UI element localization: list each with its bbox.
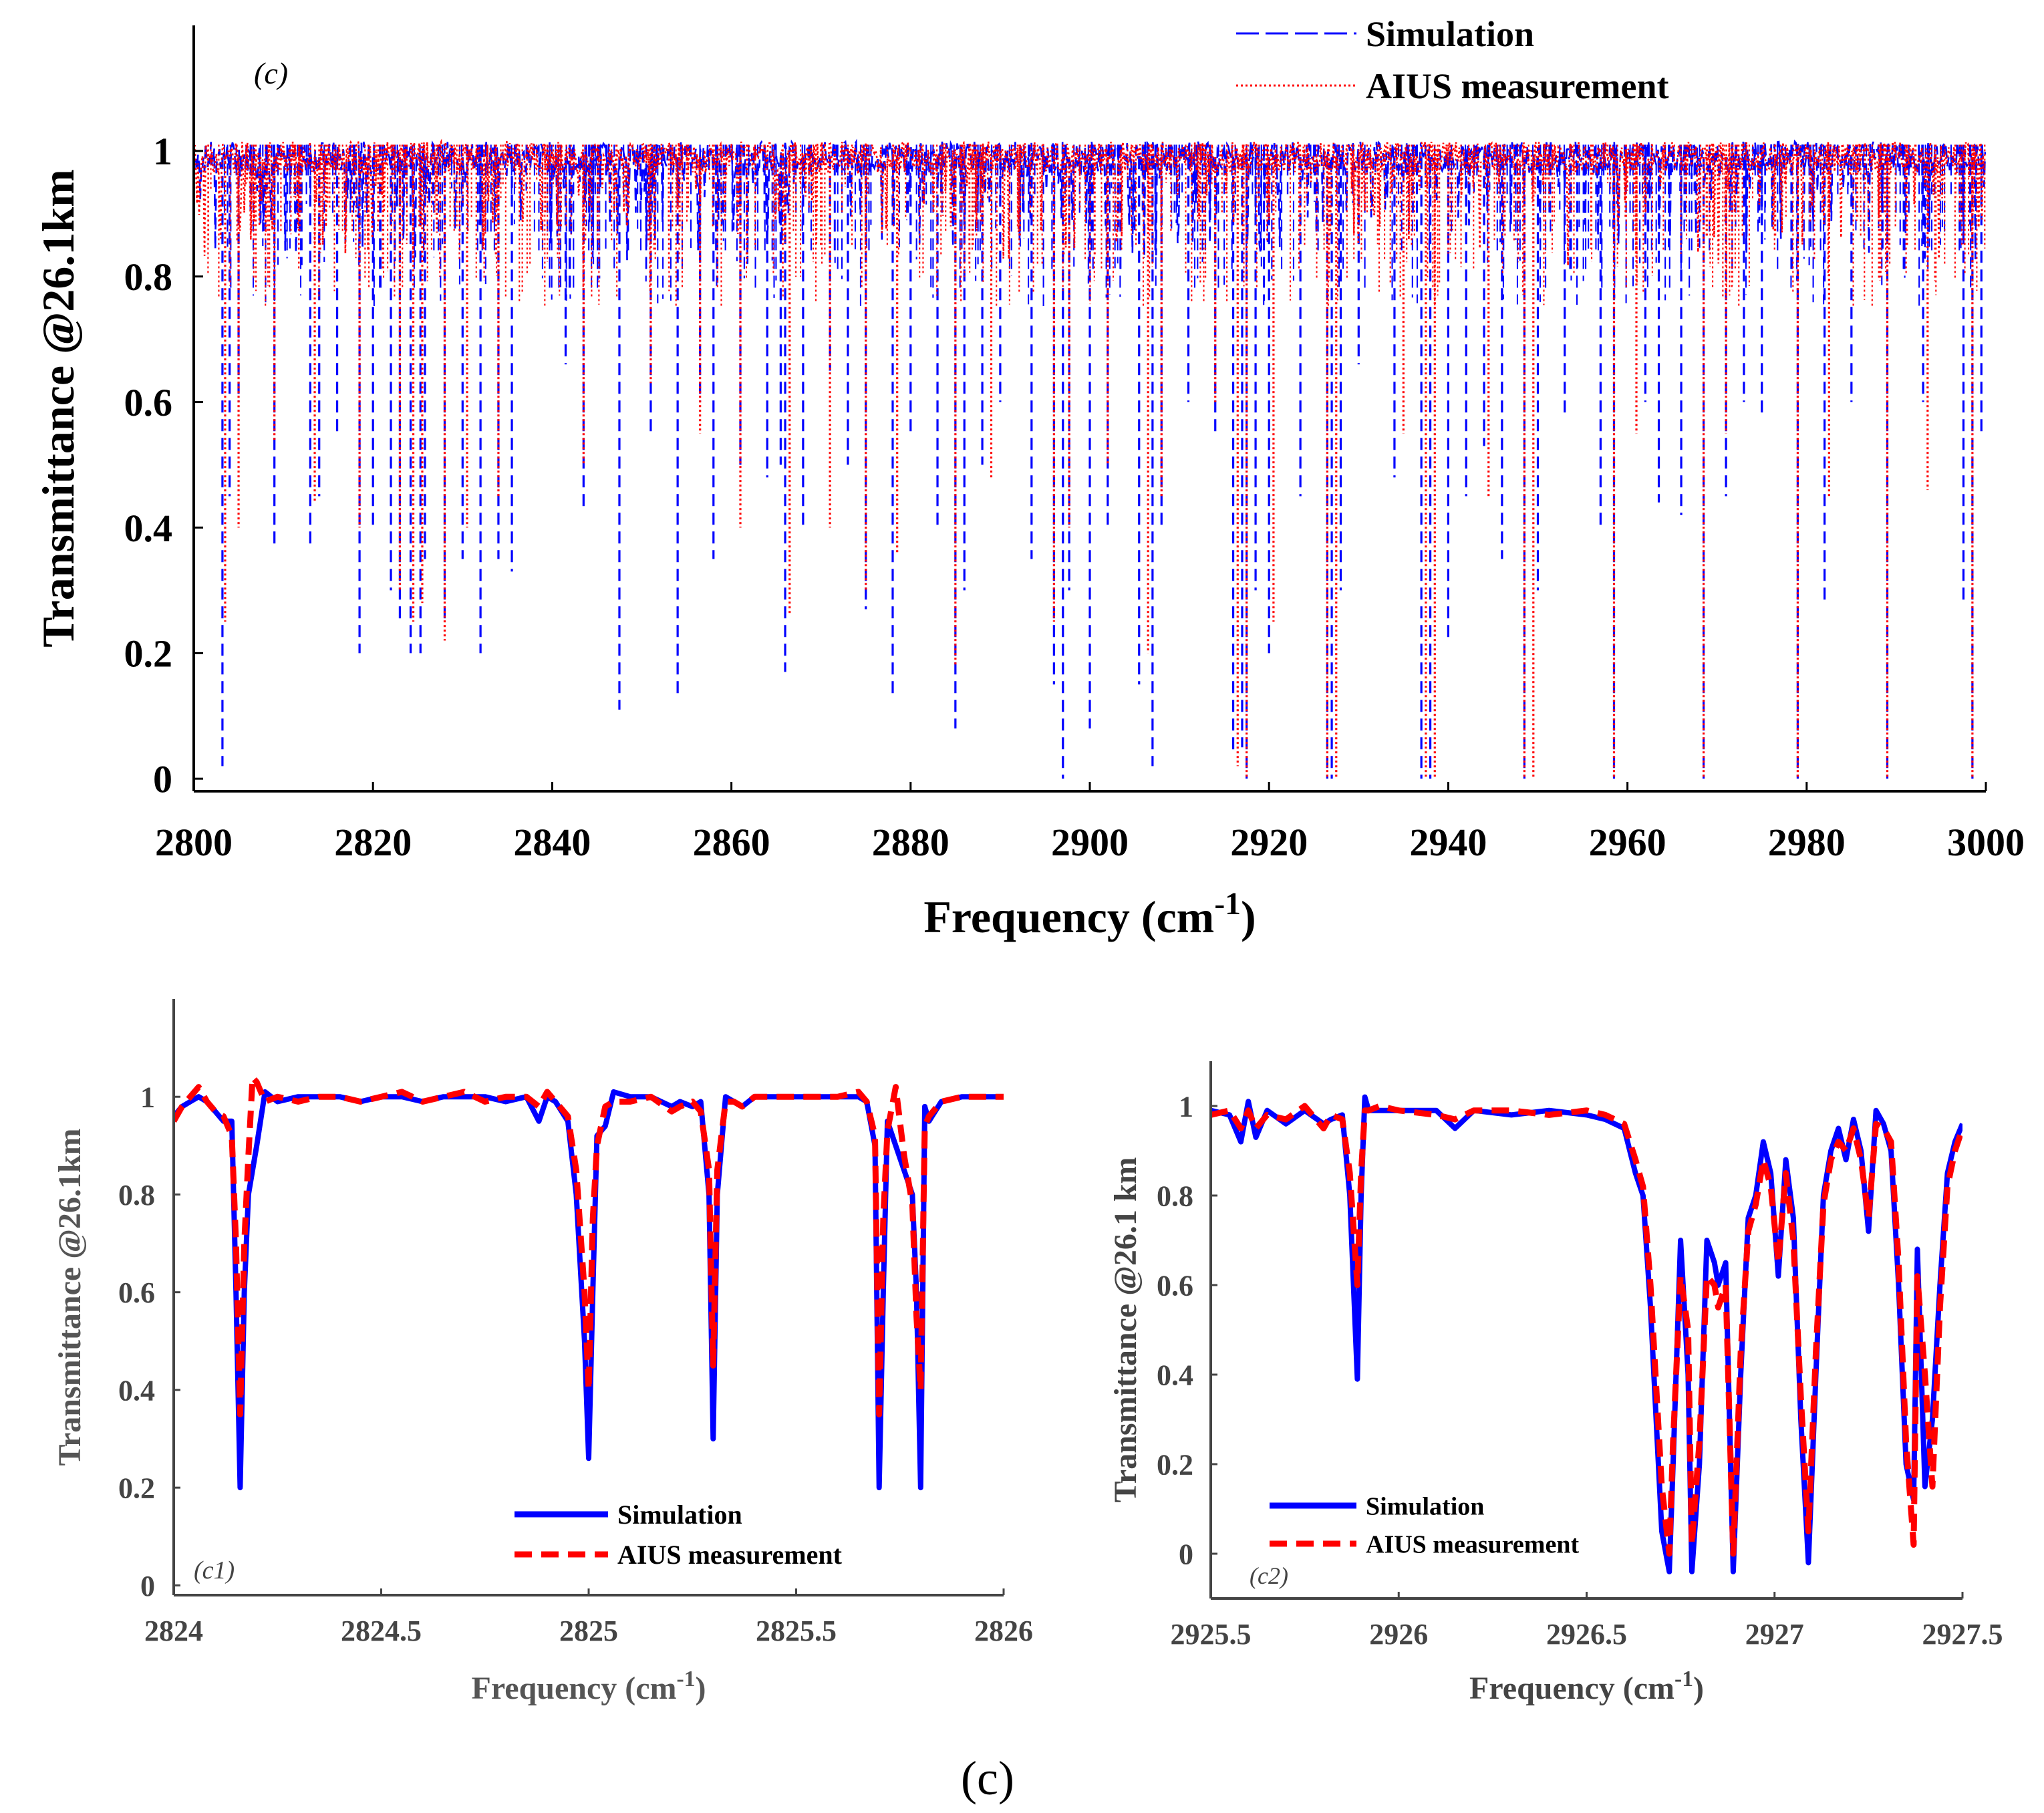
x-tick-label: 2940 — [1409, 821, 1487, 864]
y-tick-label: 1 — [153, 130, 172, 173]
chart-c: 2800 2820 2840 2860 2880 2900 2920 2940 2960 2980… — [33, 14, 2025, 942]
x-tick-label: 2925.5 — [1171, 1618, 1252, 1651]
y-tick-label: 0 — [153, 758, 172, 801]
legend-label: AIUS measurement — [1366, 1530, 1579, 1558]
plot-area — [194, 138, 1986, 779]
y-tick-label: 1 — [1179, 1090, 1193, 1123]
y-tick-label: 0.6 — [1157, 1269, 1193, 1302]
legend: Simulation AIUS measurement — [1236, 14, 1668, 106]
x-tick-label: 2860 — [693, 821, 770, 864]
x-axis-label-sup: -1 — [1214, 887, 1241, 922]
x-tick-label: 2824.5 — [341, 1615, 422, 1647]
x-tick-label: 2927 — [1745, 1618, 1804, 1651]
x-axis-label-tail: ) — [1693, 1671, 1704, 1706]
x-tick-label: 2840 — [513, 821, 591, 864]
x-axis-label-sup: -1 — [1674, 1667, 1693, 1691]
y-tick-label: 0.4 — [1157, 1359, 1193, 1391]
y-tick-label: 0.6 — [118, 1276, 155, 1309]
x-axis-label: Frequency (cm-1) — [1469, 1667, 1704, 1706]
y-axis-label: Transmittance @26.1km — [52, 1128, 88, 1466]
series-measurement — [1211, 1103, 1962, 1557]
legend: Simulation AIUS measurement — [515, 1500, 843, 1570]
x-axis-label-tail: ) — [1241, 891, 1256, 942]
x-tick-label: 2825.5 — [756, 1615, 837, 1647]
x-tick-label: 2820 — [334, 821, 412, 864]
series-simulation — [1211, 1094, 1962, 1574]
y-axis-label: Transmittance @26.1km — [33, 169, 84, 648]
x-axis-label-text: Frequency (cm — [1469, 1671, 1674, 1706]
chart-c1: 2824 2824.5 2825 2825.5 2826 0 0.2 0.4 0.6 0.8 1 Tr… — [52, 999, 1033, 1706]
panel-label: (c1) — [194, 1556, 235, 1584]
x-axis-label: Frequency (cm-1) — [472, 1667, 706, 1706]
x-axis-label-sup: -1 — [677, 1667, 696, 1691]
x-tick-label: 2980 — [1768, 821, 1846, 864]
x-axis-label: Frequency (cm-1) — [923, 887, 1256, 942]
x-tick-label: 2926 — [1369, 1618, 1428, 1651]
legend-label: AIUS measurement — [617, 1540, 843, 1570]
legend-label: Simulation — [1366, 1492, 1484, 1520]
legend: Simulation AIUS measurement — [1270, 1492, 1579, 1558]
y-tick-label: 1 — [140, 1081, 155, 1114]
legend-label: AIUS measurement — [1366, 66, 1668, 106]
x-tick-label: 2960 — [1589, 821, 1666, 864]
y-tick-label: 0.8 — [124, 255, 173, 299]
legend-label: Simulation — [1366, 14, 1534, 54]
chart-c2: 2925.5 2926 2926.5 2927 2927.5 0 0.2 0.4 0.6 0.8 1… — [1108, 1061, 2003, 1706]
series-measurement-minor-lines — [207, 144, 1986, 308]
x-tick-label: 2824 — [144, 1615, 203, 1647]
figure-caption: (c) — [961, 1752, 1014, 1805]
y-tick-label: 0 — [1179, 1538, 1193, 1570]
y-tick-label: 0.4 — [118, 1374, 155, 1407]
panel-label: (c) — [254, 56, 288, 90]
x-axis-label-text: Frequency (cm — [472, 1671, 677, 1706]
panel-label: (c2) — [1250, 1562, 1288, 1589]
y-tick-label: 0.8 — [1157, 1179, 1193, 1212]
y-tick-label: 0.8 — [118, 1179, 155, 1212]
y-tick-label: 0 — [140, 1570, 155, 1602]
y-tick-label: 0.2 — [118, 1472, 155, 1505]
plot-area — [1211, 1094, 1962, 1574]
y-axis-label: Transmittance @26.1 km — [1108, 1157, 1143, 1502]
x-tick-label: 2926.5 — [1546, 1618, 1627, 1651]
x-axis-label-tail: ) — [696, 1671, 706, 1706]
legend-label: Simulation — [617, 1500, 742, 1530]
plot-area — [174, 1074, 1004, 1491]
y-tick-label: 0.6 — [124, 381, 173, 424]
x-tick-label: 2920 — [1230, 821, 1308, 864]
y-tick-label: 0.2 — [1157, 1448, 1193, 1481]
x-tick-label: 2826 — [974, 1615, 1033, 1647]
x-axis-label-text: Frequency (cm — [923, 891, 1214, 942]
x-tick-label: 2800 — [155, 821, 233, 864]
y-tick-label: 0.2 — [124, 632, 173, 676]
y-tick-label: 0.4 — [124, 507, 173, 550]
x-tick-label: 2825 — [559, 1615, 618, 1647]
series-measurement — [174, 1074, 1004, 1417]
x-tick-label: 2880 — [872, 821, 950, 864]
x-tick-label: 3000 — [1947, 821, 2025, 864]
x-tick-label: 2927.5 — [1922, 1618, 2003, 1651]
x-tick-label: 2900 — [1051, 821, 1129, 864]
